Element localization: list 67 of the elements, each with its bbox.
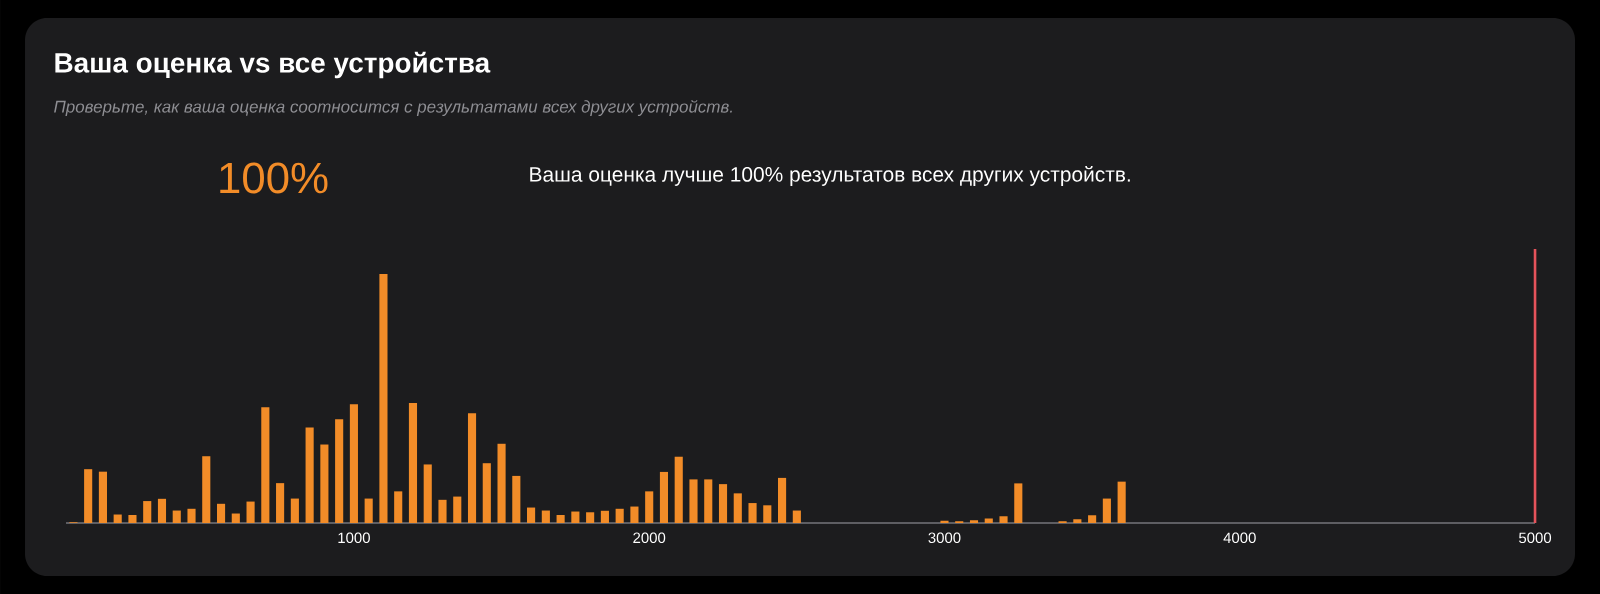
bar	[586, 512, 595, 523]
x-tick-label: 3000	[928, 532, 961, 544]
x-tick-label: 1000	[338, 532, 370, 544]
bar	[98, 471, 107, 523]
bar	[320, 444, 329, 523]
bar	[157, 498, 167, 523]
x-tick-label: 5000	[1519, 532, 1552, 544]
bar	[1088, 515, 1097, 523]
bar	[659, 471, 669, 523]
bar	[1102, 498, 1111, 523]
bar	[423, 464, 432, 523]
bar	[615, 508, 624, 523]
bar	[453, 496, 462, 523]
x-tick-label: 4000	[1223, 532, 1256, 544]
bar	[763, 505, 772, 523]
bar	[216, 503, 226, 523]
bar	[246, 501, 255, 523]
bar	[512, 475, 521, 523]
bar	[290, 498, 299, 523]
bar	[128, 515, 137, 523]
bar	[984, 518, 993, 523]
bar	[733, 493, 742, 523]
bar	[1014, 483, 1023, 523]
bar	[1073, 519, 1082, 523]
bar	[999, 516, 1008, 523]
bar	[335, 419, 344, 523]
bar	[231, 513, 240, 523]
bar	[748, 503, 757, 523]
bar	[113, 514, 122, 523]
text: Ваша оценка лучше 100% результатов всех других устройств.	[530, 166, 1130, 186]
bar	[497, 443, 506, 523]
bar	[394, 491, 403, 523]
bar	[1117, 481, 1126, 523]
bar	[467, 413, 477, 523]
bar	[276, 483, 285, 523]
bar	[556, 515, 565, 523]
bar	[527, 507, 536, 523]
bar	[792, 510, 801, 523]
bar	[143, 501, 152, 523]
bar	[718, 484, 728, 523]
text: 100%	[220, 162, 328, 194]
bar	[379, 273, 388, 523]
bar	[408, 402, 418, 523]
chart-subtitle: Проверьте, как ваша оценка соотносится с результатами всех других устройств.	[54, 99, 732, 117]
bar	[630, 506, 639, 523]
chart-title: Ваша оценка vs все устройства	[55, 51, 491, 79]
bar	[482, 463, 491, 523]
bar	[84, 469, 93, 523]
bar	[600, 510, 609, 523]
bar	[364, 498, 373, 523]
bar	[674, 456, 683, 523]
bar	[172, 510, 181, 523]
bar	[704, 479, 713, 523]
bar	[541, 510, 550, 523]
bar	[778, 477, 787, 523]
bar	[187, 508, 196, 523]
bar	[940, 520, 949, 523]
bar	[349, 404, 358, 523]
bar	[305, 427, 314, 523]
x-tick-label: 2000	[633, 532, 666, 544]
bar	[571, 511, 580, 523]
bar	[261, 407, 270, 523]
bar	[689, 479, 698, 523]
bar	[202, 456, 211, 523]
bar	[645, 491, 654, 523]
bar	[969, 520, 979, 523]
bar	[438, 499, 447, 523]
